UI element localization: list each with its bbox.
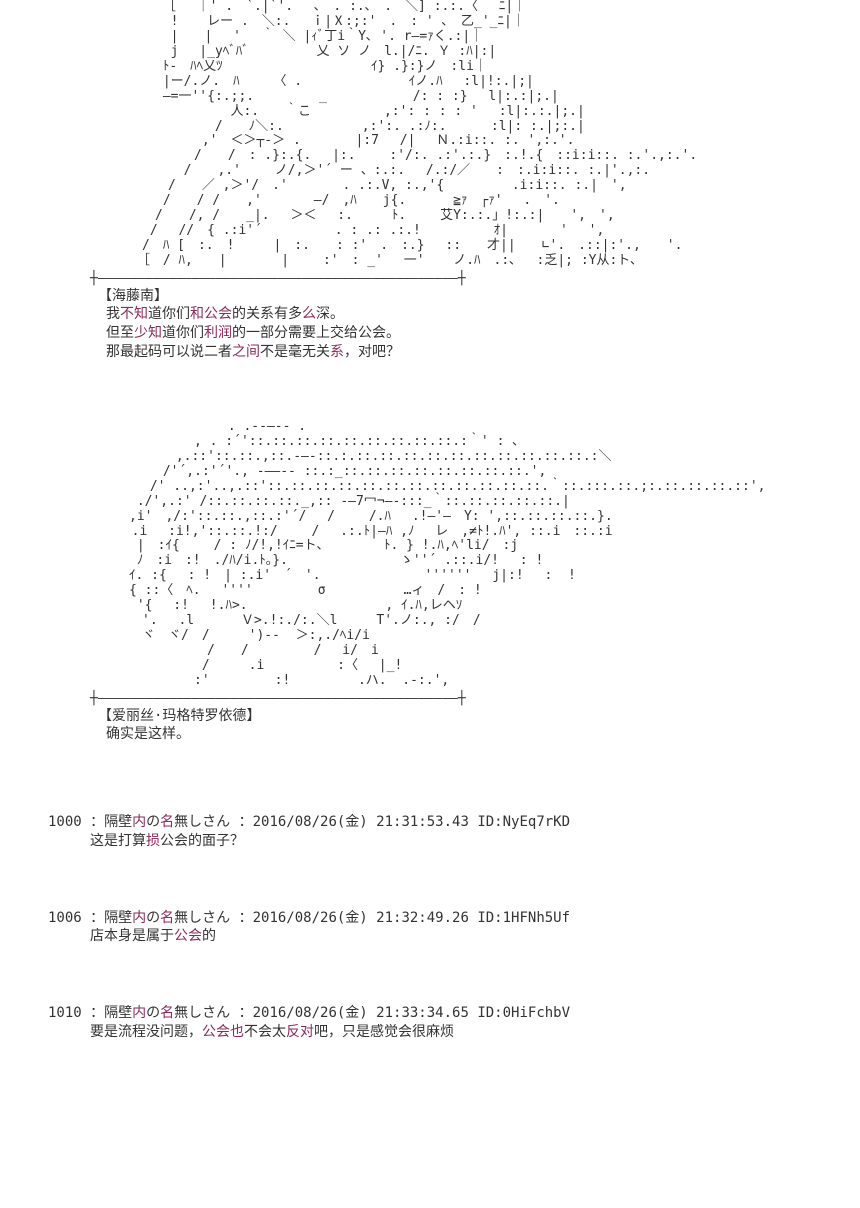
- ascii-art-1: ［ ｜' . `.|`'. ､ . :.､ . ＼] :.:.〈 ﾆ|｜ ! レ…: [90, 0, 860, 269]
- post-name: 隔壁内の名無しさん: [104, 910, 230, 926]
- post-name: 隔壁内の名無しさん: [104, 814, 230, 830]
- post-header: 1006 ：隔壁内の名無しさん ：2016/08/26(金) 21:32:49.…: [48, 910, 860, 927]
- post-id: ID:0HiFchbV: [477, 1005, 570, 1021]
- post-date: 2016/08/26(金) 21:33:34.65: [253, 1005, 469, 1021]
- box-border-top: ┼―――――――――――――――――――――――――――――――――――――――…: [90, 691, 860, 707]
- post-sep: ：: [90, 1005, 104, 1021]
- speaker-name-2: 【爱丽丝·玛格特罗依德】: [98, 708, 860, 725]
- dialogue-box-2: ┼―――――――――――――――――――――――――――――――――――――――…: [90, 691, 860, 744]
- dialogue-line-1-1: 我不知道你们和公会的关系有多么深。: [106, 305, 860, 324]
- post-sep: ：: [90, 910, 104, 926]
- post-body: 店本身是属于公会的: [90, 928, 860, 945]
- post-header: 1000 ：隔壁内の名無しさん ：2016/08/26(金) 21:31:53.…: [48, 814, 860, 831]
- post-id: ID:1HFNh5Uf: [477, 910, 570, 926]
- post-id: ID:NyEq7rKD: [477, 814, 570, 830]
- dialogue-line-1-2: 但至少知道你们利润的一部分需要上交给公会。: [106, 324, 860, 343]
- post-1006: 1006 ：隔壁内の名無しさん ：2016/08/26(金) 21:32:49.…: [48, 910, 860, 946]
- post-1010: 1010 ：隔壁内の名無しさん ：2016/08/26(金) 21:33:34.…: [48, 1005, 860, 1041]
- post-date: 2016/08/26(金) 21:32:49.26: [253, 910, 469, 926]
- post-sep: ：: [239, 1005, 253, 1021]
- post-body: 这是打算损公会的面子？: [90, 833, 860, 850]
- post-sep: ：: [90, 814, 104, 830]
- post-header: 1010 ：隔壁内の名無しさん ：2016/08/26(金) 21:33:34.…: [48, 1005, 860, 1022]
- post-number: 1000: [48, 814, 82, 830]
- post-number: 1006: [48, 910, 82, 926]
- post-sep: ：: [239, 910, 253, 926]
- post-sep: ：: [239, 814, 253, 830]
- post-body: 要是流程没问题，公会也不会太反对吧，只是感觉会很麻烦: [90, 1024, 860, 1041]
- post-date: 2016/08/26(金) 21:31:53.43: [253, 814, 469, 830]
- box-border-top: ┼―――――――――――――――――――――――――――――――――――――――…: [90, 271, 860, 287]
- dialogue-box-1: ┼―――――――――――――――――――――――――――――――――――――――…: [90, 271, 860, 362]
- post-name: 隔壁内の名無しさん: [104, 1005, 230, 1021]
- post-number: 1010: [48, 1005, 82, 1021]
- speaker-name-1: 【海藤南】: [98, 288, 860, 305]
- dialogue-line-2-1: 确实是这样。: [106, 725, 860, 744]
- ascii-art-2: . .-‐―‐- . , . :´'::.::.::.::.::.::.::.:…: [90, 420, 860, 689]
- post-1000: 1000 ：隔壁内の名無しさん ：2016/08/26(金) 21:31:53.…: [48, 814, 860, 850]
- dialogue-line-1-3: 那最起码可以说二者之间不是毫无关系，对吧？: [106, 343, 860, 362]
